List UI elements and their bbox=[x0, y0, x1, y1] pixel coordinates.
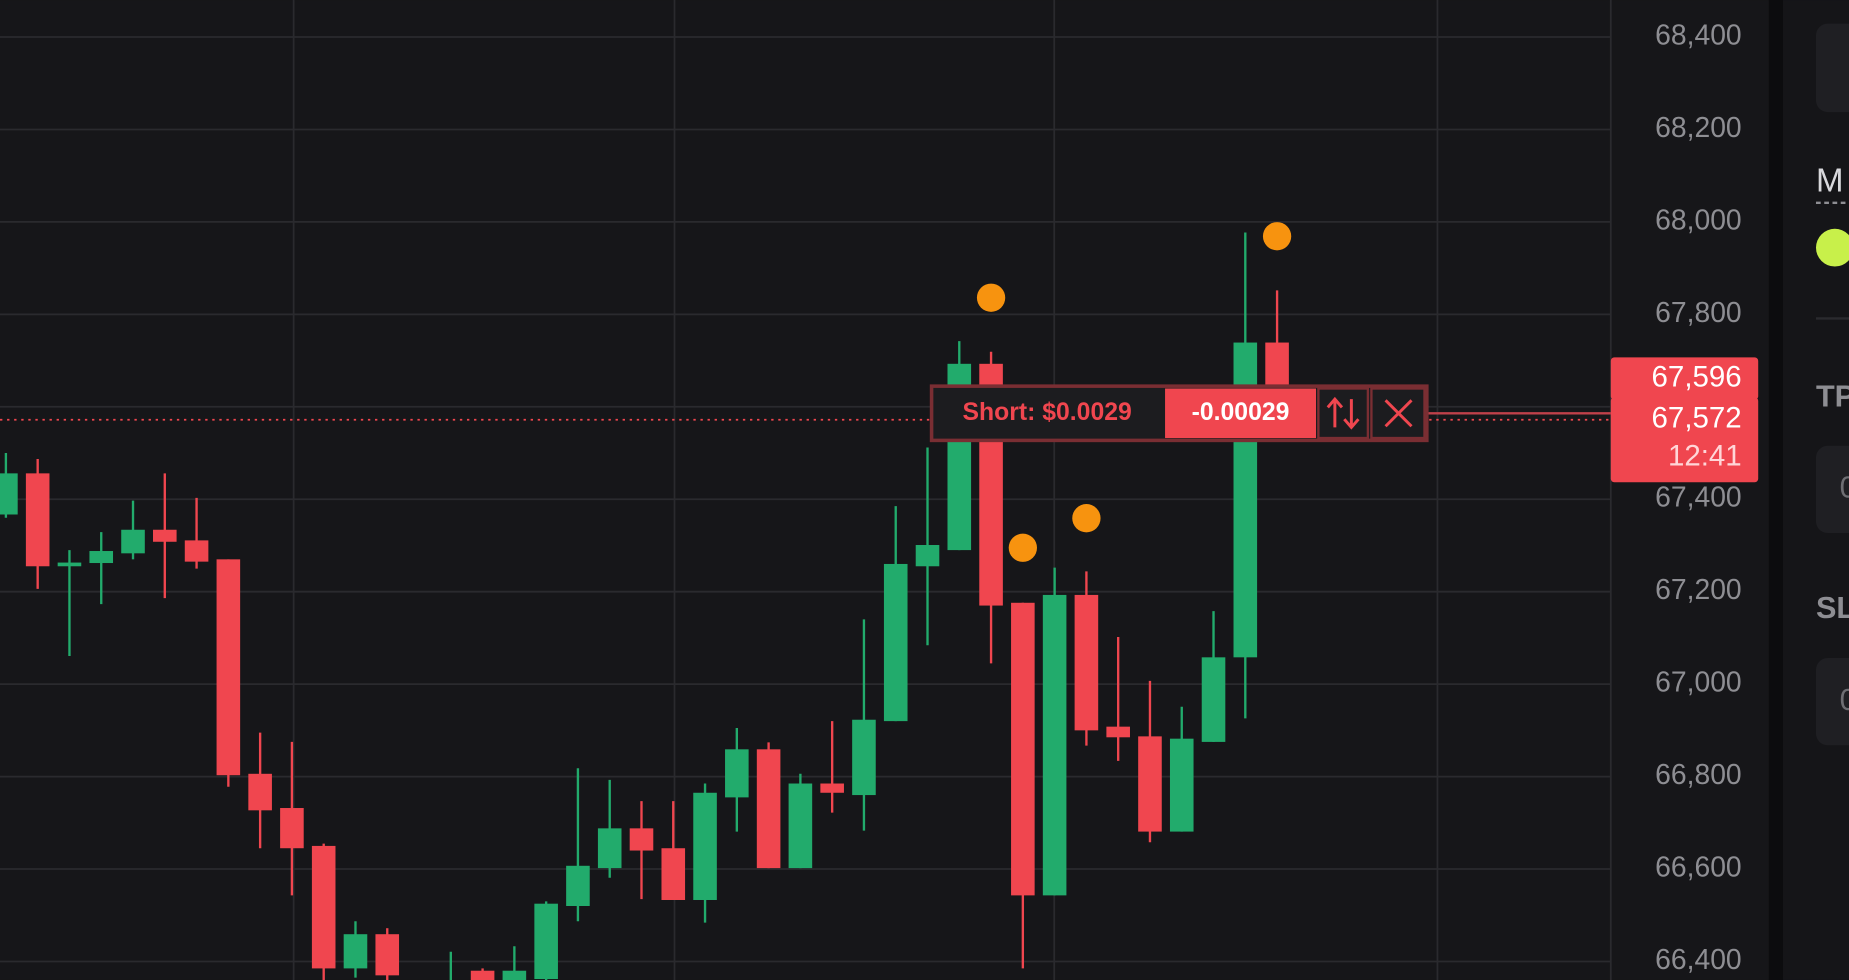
y-tick-label: 68,200 bbox=[1655, 111, 1742, 143]
margin-label: M bbox=[1816, 162, 1843, 199]
reverse-button[interactable] bbox=[1317, 387, 1370, 440]
candle-body bbox=[1011, 602, 1035, 896]
order-label: Short: $0.0029 bbox=[963, 399, 1132, 426]
candle-body bbox=[0, 473, 18, 515]
y-tick-label: 67,000 bbox=[1655, 666, 1742, 698]
candle-body bbox=[693, 792, 717, 900]
signal-marker bbox=[976, 283, 1006, 312]
signal-marker bbox=[1008, 533, 1037, 562]
candle-body bbox=[1042, 594, 1067, 896]
panel-divider bbox=[1768, 0, 1783, 980]
grid bbox=[0, 36, 1611, 963]
candle-body bbox=[1138, 736, 1162, 832]
reverse-icon bbox=[1343, 399, 1360, 430]
candle-body bbox=[883, 563, 908, 722]
candle-body bbox=[153, 529, 177, 542]
sl-label: SL bbox=[1816, 591, 1849, 625]
candle-body bbox=[216, 559, 241, 776]
candle-body bbox=[375, 934, 400, 976]
candle-body bbox=[184, 540, 209, 562]
y-tick-label: 66,600 bbox=[1655, 850, 1742, 882]
candle-body bbox=[566, 865, 590, 907]
candle-body bbox=[25, 473, 50, 567]
candle-body bbox=[852, 719, 876, 796]
price-tag bbox=[1610, 397, 1759, 483]
tp-input[interactable] bbox=[1815, 445, 1849, 534]
candle-body bbox=[470, 970, 495, 980]
price-tag-label: 67,572 bbox=[1652, 402, 1742, 435]
y-tick-label: 66,800 bbox=[1655, 758, 1742, 790]
candle-body bbox=[629, 828, 654, 851]
candle-body bbox=[248, 773, 272, 811]
panel-button[interactable] bbox=[1815, 23, 1849, 113]
reverse-icon bbox=[1326, 396, 1344, 428]
signal-marker bbox=[1072, 504, 1101, 533]
candle-body bbox=[280, 808, 304, 849]
signal-marker bbox=[1262, 222, 1292, 251]
tp-label: TP bbox=[1816, 380, 1849, 414]
candle-body bbox=[756, 749, 781, 869]
y-tick-label: 67,800 bbox=[1655, 296, 1742, 328]
order-pnl-box bbox=[1165, 388, 1316, 439]
y-tick-label: 68,000 bbox=[1655, 203, 1742, 235]
candle-body bbox=[311, 845, 336, 969]
y-tick-label: 67,200 bbox=[1655, 573, 1742, 605]
candle-body bbox=[1074, 594, 1099, 731]
tp-value: 0 bbox=[1840, 471, 1849, 505]
candle-body bbox=[1201, 657, 1226, 742]
candle-body bbox=[597, 828, 622, 869]
candle-body bbox=[1106, 726, 1130, 738]
y-tick-label: 68,400 bbox=[1655, 18, 1742, 50]
candle-body bbox=[661, 848, 686, 900]
y-tick-label: 66,400 bbox=[1655, 943, 1742, 975]
candle-body bbox=[343, 934, 368, 969]
y-tick-label: 67,400 bbox=[1655, 481, 1742, 513]
candle-body bbox=[915, 545, 940, 567]
status-dot bbox=[1815, 228, 1849, 267]
candle-body bbox=[820, 783, 844, 793]
candle-body bbox=[1169, 738, 1194, 832]
candle-countdown: 12:41 bbox=[1668, 439, 1742, 472]
candle-body bbox=[57, 562, 82, 567]
candle-body bbox=[502, 970, 527, 980]
candle-body bbox=[534, 903, 558, 980]
overlay: Short: $0.0029 -0.00029 67,596 67,572 12:41 bbox=[0, 357, 1759, 483]
order-pnl: -0.00029 bbox=[1192, 399, 1290, 426]
price-tag-label: 67,596 bbox=[1652, 360, 1742, 393]
candle-body bbox=[89, 551, 114, 564]
price-tag bbox=[1610, 357, 1759, 400]
close-icon bbox=[1384, 399, 1413, 428]
candle-body bbox=[121, 529, 145, 554]
sl-value: 0 bbox=[1840, 683, 1849, 717]
sl-input[interactable] bbox=[1815, 658, 1849, 746]
candle-body bbox=[725, 749, 749, 798]
candle-body bbox=[788, 783, 813, 869]
